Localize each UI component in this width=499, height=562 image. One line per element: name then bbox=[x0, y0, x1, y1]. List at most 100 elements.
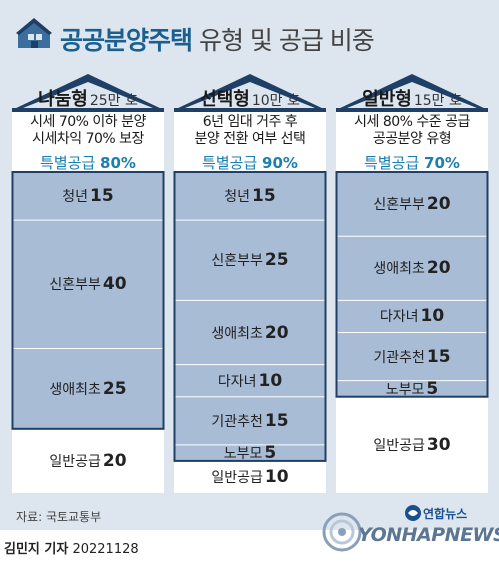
special-supply-value: 80% bbox=[100, 154, 136, 172]
roof-band-2 bbox=[336, 108, 488, 112]
special-supply-label: 특별공급 bbox=[40, 154, 96, 172]
segment-label-2-4: 노부모 5 bbox=[336, 379, 488, 400]
segment-label-0-3: 일반공급 20 bbox=[12, 451, 164, 472]
description-line: 시세 80% 수준 공급 bbox=[354, 114, 470, 130]
segment-value: 20 bbox=[426, 194, 451, 215]
segment-value: 25 bbox=[102, 378, 127, 399]
description-line: 6년 임대 거주 후 bbox=[202, 114, 298, 130]
segment-label-2-5: 일반공급 30 bbox=[336, 435, 488, 456]
special-block-border-2 bbox=[335, 171, 489, 398]
source-note: 자료: 국토교통부 bbox=[16, 510, 102, 524]
column-description-1: 6년 임대 거주 후 분양 전환 여부 선택 bbox=[174, 114, 326, 148]
column-name: 일반형 bbox=[362, 89, 412, 110]
segment-0-1 bbox=[12, 220, 164, 349]
column-title-0: 나눔형 25만 호 bbox=[12, 85, 164, 111]
segment-name: 청년 bbox=[224, 189, 251, 206]
segment-label-2-2: 다자녀 10 bbox=[336, 306, 488, 327]
segment-name: 생애최초 bbox=[373, 261, 425, 278]
segment-2-1 bbox=[336, 236, 488, 301]
segment-label-1-3: 다자녀 10 bbox=[174, 371, 326, 392]
roof-band-1 bbox=[174, 108, 326, 112]
column-title-1: 선택형 10만 호 bbox=[174, 85, 326, 111]
segment-name: 노부모 bbox=[223, 445, 263, 462]
segment-0-2 bbox=[12, 348, 164, 429]
segment-label-1-4: 기관추천 15 bbox=[174, 411, 326, 432]
segment-name: 기관추천 bbox=[211, 413, 263, 430]
segment-label-2-3: 기관추천 15 bbox=[336, 347, 488, 368]
column-1 bbox=[173, 74, 327, 493]
column-units: 10만 호 bbox=[251, 93, 300, 109]
title-light: 유형 및 공급 비중 bbox=[198, 26, 375, 55]
special-supply-1: 특별공급 90% bbox=[174, 152, 326, 173]
segment-2-2 bbox=[336, 300, 488, 333]
segment-label-0-1: 신혼부부 40 bbox=[12, 274, 164, 295]
house-icon bbox=[16, 18, 52, 48]
special-supply-2: 특별공급 70% bbox=[336, 152, 488, 173]
roof-inner-2 bbox=[347, 82, 477, 108]
title-bold: 공공분양주택 bbox=[60, 26, 193, 55]
segment-name: 생애최초 bbox=[211, 325, 263, 342]
roof-inner-0 bbox=[23, 82, 153, 108]
special-block-border-1 bbox=[173, 171, 327, 462]
column-description-2: 시세 80% 수준 공급 공공분양 유형 bbox=[336, 114, 488, 148]
segment-2-0 bbox=[336, 172, 488, 237]
segment-name: 일반공급 bbox=[373, 437, 425, 454]
segment-name: 일반공급 bbox=[211, 469, 263, 486]
special-supply-label: 특별공급 bbox=[202, 154, 258, 172]
segment-label-2-0: 신혼부부 20 bbox=[336, 194, 488, 215]
segment-value: 40 bbox=[102, 274, 127, 295]
column-title-2: 일반형 15만 호 bbox=[336, 85, 488, 111]
segment-2-5 bbox=[336, 396, 488, 493]
segment-label-1-6: 일반공급 10 bbox=[174, 467, 326, 488]
description-line: 시세 70% 이하 분양 bbox=[30, 114, 146, 130]
segment-name: 신혼부부 bbox=[49, 277, 101, 294]
segment-name: 다자녀 bbox=[379, 309, 419, 326]
date: 20221128 bbox=[72, 542, 139, 557]
description-line: 분양 전환 여부 선택 bbox=[194, 131, 306, 147]
yonhap-logo: 연합뉴스 YONHAPNEWS bbox=[322, 504, 499, 554]
roof-inner-1 bbox=[185, 82, 315, 108]
segment-1-4 bbox=[174, 396, 326, 445]
logo-mark-icon bbox=[322, 512, 362, 552]
segment-label-2-1: 생애최초 20 bbox=[336, 258, 488, 279]
segment-label-1-0: 청년 15 bbox=[174, 186, 326, 207]
description-line: 공공분양 유형 bbox=[372, 131, 452, 147]
column-units: 15만 호 bbox=[413, 93, 462, 109]
byline: 김민지 기자 20221128 bbox=[4, 538, 139, 557]
logo-english: YONHAPNEWS bbox=[358, 524, 499, 546]
segment-name: 신혼부부 bbox=[211, 253, 263, 270]
segment-1-6 bbox=[174, 460, 326, 493]
segment-value: 20 bbox=[426, 258, 451, 279]
column-name: 나눔형 bbox=[38, 89, 88, 110]
segment-value: 10 bbox=[258, 370, 283, 391]
column-0 bbox=[11, 74, 165, 493]
segment-value: 10 bbox=[420, 306, 445, 327]
column-2 bbox=[335, 74, 489, 493]
special-block-border-0 bbox=[11, 171, 165, 430]
segment-2-3 bbox=[336, 332, 488, 381]
segment-name: 기관추천 bbox=[373, 349, 425, 366]
roof-band-0 bbox=[12, 108, 164, 112]
segment-1-1 bbox=[174, 220, 326, 301]
segment-name: 생애최초 bbox=[49, 381, 101, 398]
segment-value: 25 bbox=[264, 250, 289, 271]
column-units: 25만 호 bbox=[89, 93, 138, 109]
description-line: 시세차익 70% 보장 bbox=[32, 131, 144, 147]
column-description-0: 시세 70% 이하 분양 시세차익 70% 보장 bbox=[12, 114, 164, 148]
segment-name: 신혼부부 bbox=[373, 197, 425, 214]
segment-1-0 bbox=[174, 172, 326, 221]
segment-value: 15 bbox=[90, 186, 114, 207]
segment-2-4 bbox=[336, 380, 488, 397]
segment-name: 청년 bbox=[62, 189, 89, 206]
segment-value: 15 bbox=[264, 410, 289, 431]
special-supply-value: 70% bbox=[424, 154, 460, 172]
segment-value: 30 bbox=[426, 434, 451, 455]
special-supply-label: 특별공급 bbox=[364, 154, 420, 172]
segment-label-1-2: 생애최초 20 bbox=[174, 323, 326, 344]
page-title: 공공분양주택 유형 및 공급 비중 bbox=[60, 21, 375, 57]
logo-globe-icon bbox=[405, 505, 421, 521]
segment-name: 노부모 bbox=[385, 381, 425, 398]
segment-label-1-1: 신혼부부 25 bbox=[174, 250, 326, 271]
segment-0-3 bbox=[12, 428, 164, 493]
